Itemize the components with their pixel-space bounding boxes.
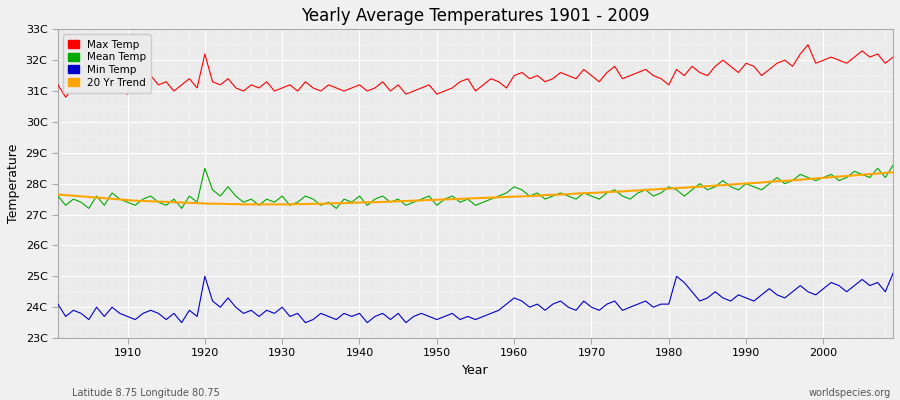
- X-axis label: Year: Year: [463, 364, 489, 377]
- Title: Yearly Average Temperatures 1901 - 2009: Yearly Average Temperatures 1901 - 2009: [302, 7, 650, 25]
- Text: Latitude 8.75 Longitude 80.75: Latitude 8.75 Longitude 80.75: [72, 388, 220, 398]
- Text: worldspecies.org: worldspecies.org: [809, 388, 891, 398]
- Legend: Max Temp, Mean Temp, Min Temp, 20 Yr Trend: Max Temp, Mean Temp, Min Temp, 20 Yr Tre…: [63, 34, 151, 93]
- Y-axis label: Temperature: Temperature: [7, 144, 20, 223]
